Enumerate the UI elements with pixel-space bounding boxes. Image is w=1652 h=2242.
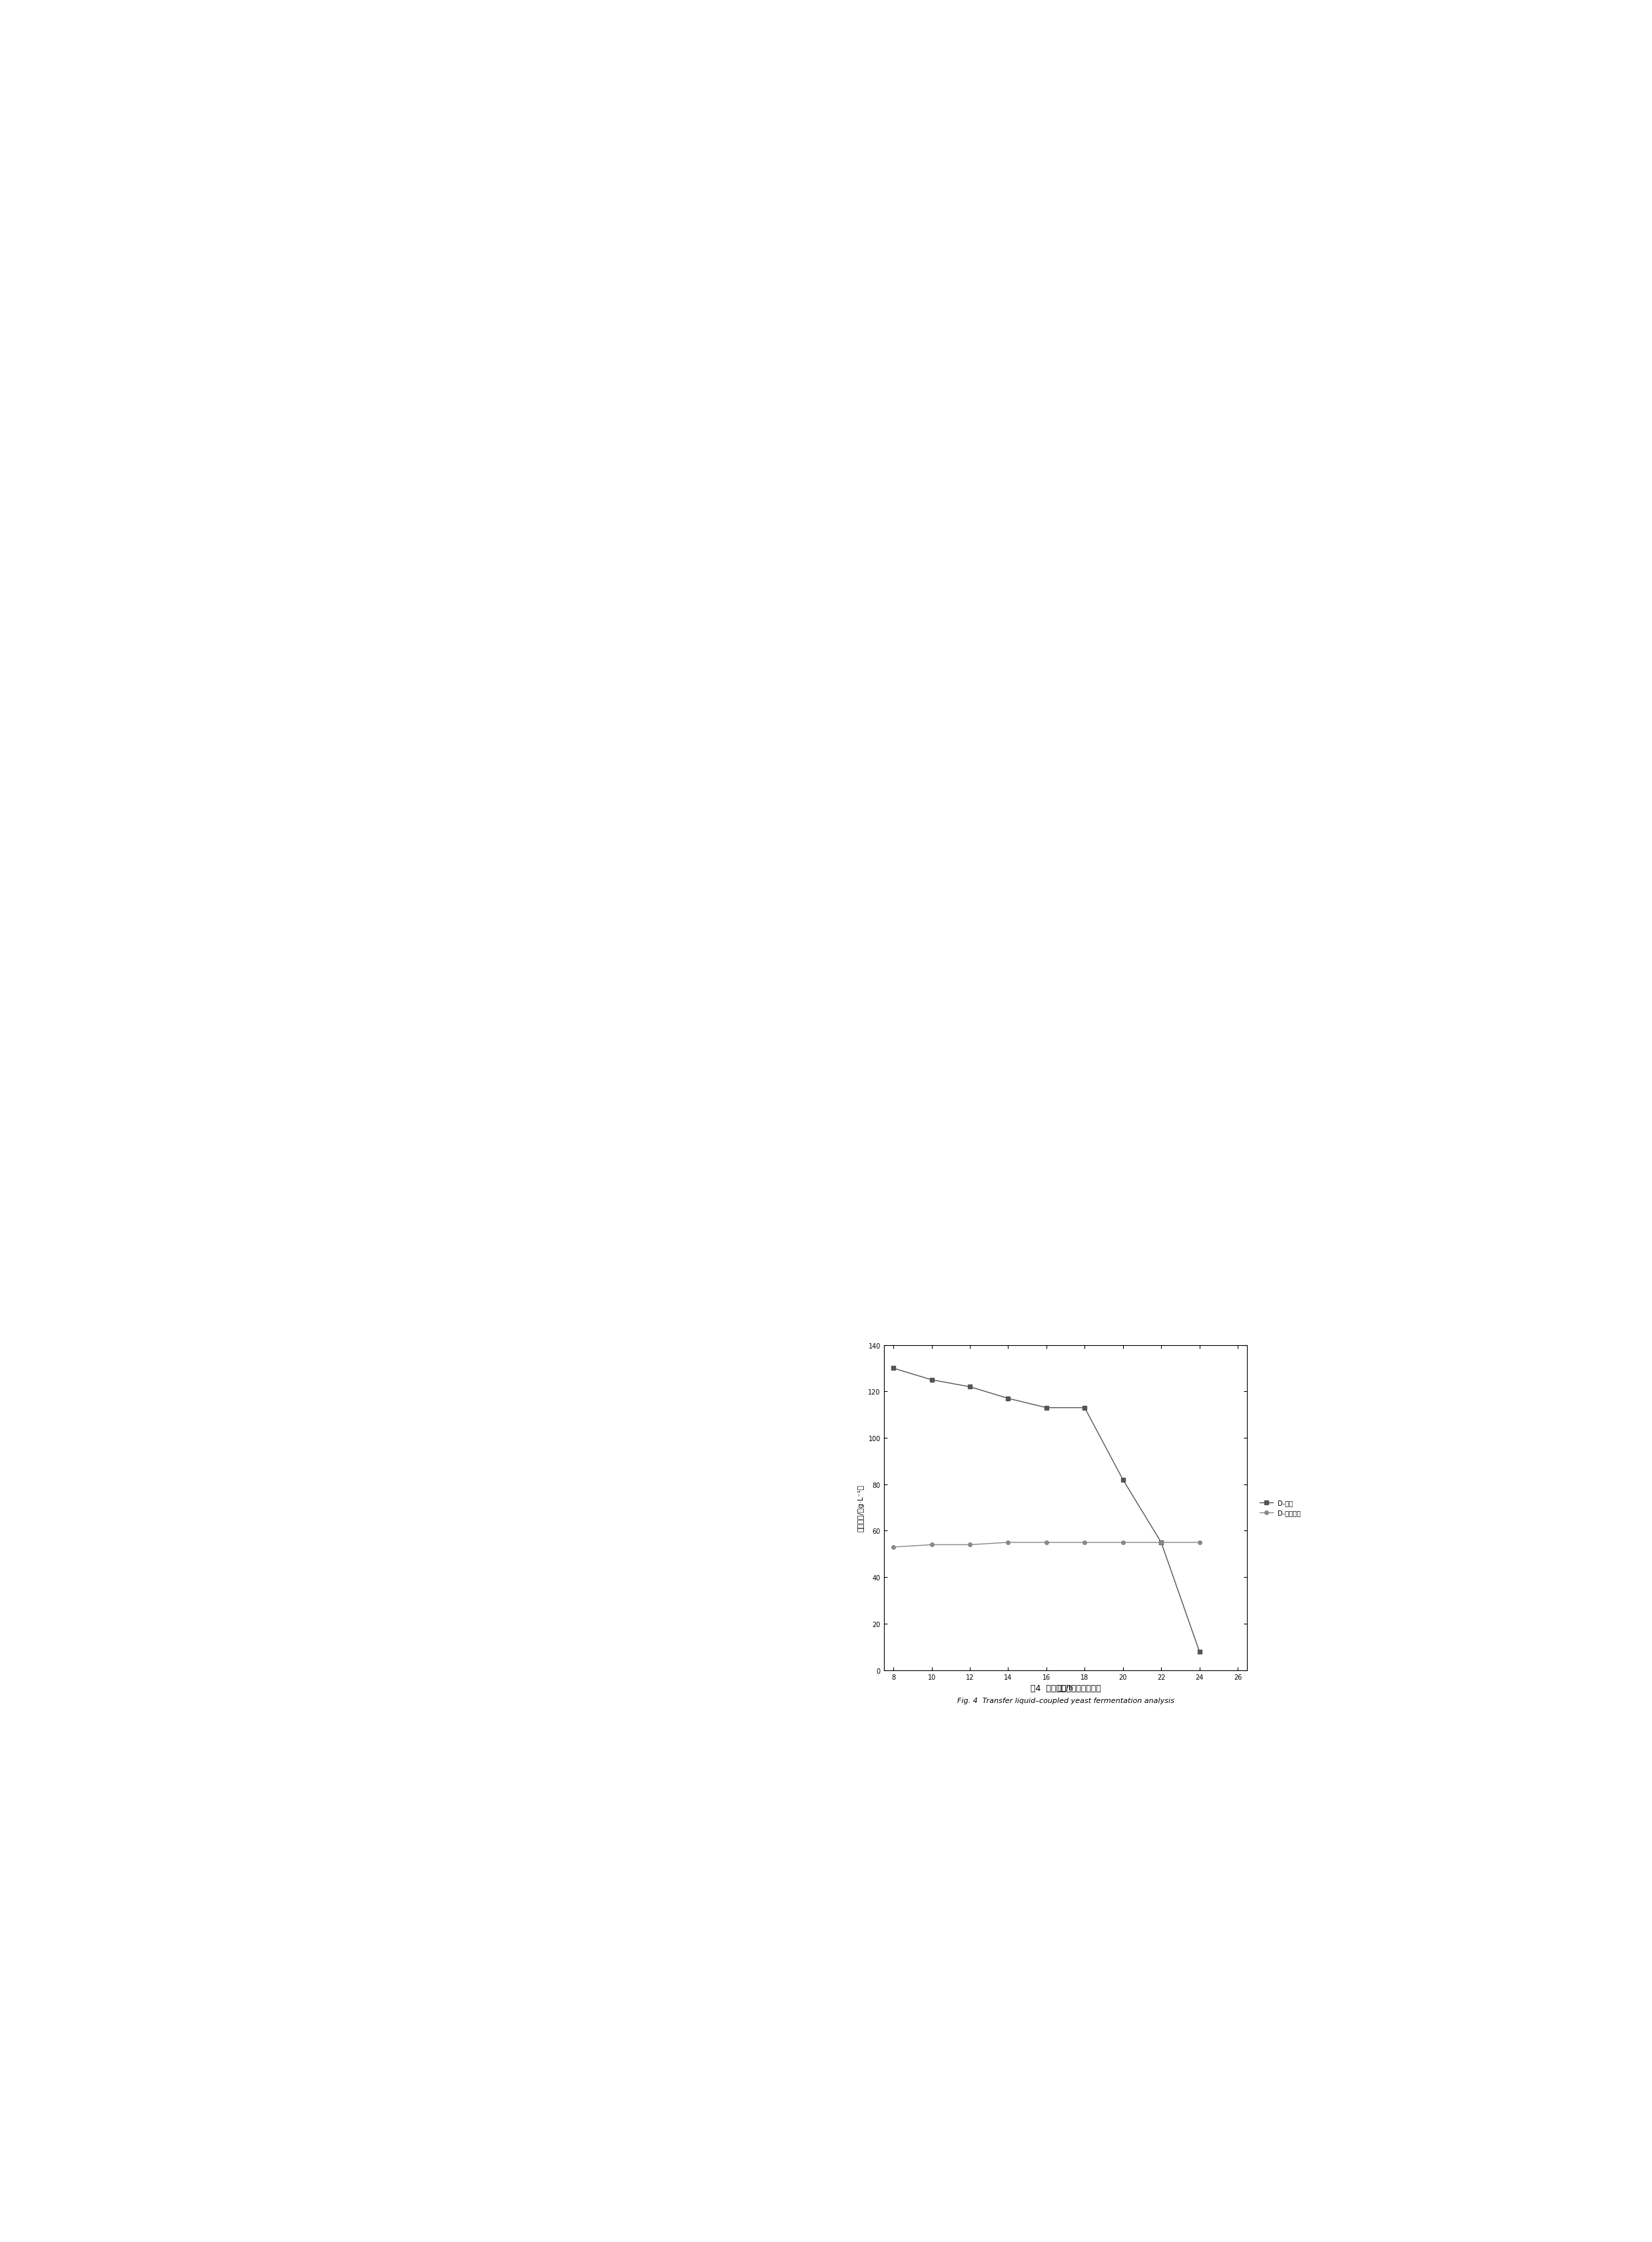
D-果糖 bbox=[960, 1374, 980, 1401]
Text: 图4  转化液偶联酵母发酵分析: 图4 转化液偶联酵母发酵分析 bbox=[1031, 1684, 1100, 1693]
D-阳洛酮糖 bbox=[1189, 1529, 1209, 1556]
D-果糖 bbox=[922, 1368, 942, 1395]
Text: Fig. 4  Transfer liquid–coupled yeast fermentation analysis: Fig. 4 Transfer liquid–coupled yeast fer… bbox=[957, 1697, 1175, 1704]
D-阳洛酮糖 bbox=[884, 1534, 904, 1560]
Legend: D-果糖, D-阳洛酮糖: D-果糖, D-阳洛酮糖 bbox=[1257, 1498, 1303, 1518]
D-果糖 bbox=[1075, 1395, 1095, 1421]
X-axis label: 时间/h: 时间/h bbox=[1057, 1684, 1074, 1690]
D-果糖 bbox=[1113, 1466, 1133, 1493]
D-果糖 bbox=[1036, 1395, 1056, 1421]
D-阳洛酮糖 bbox=[1036, 1529, 1056, 1556]
D-阳洛酮糖 bbox=[1151, 1529, 1171, 1556]
D-果糖 bbox=[1189, 1639, 1209, 1666]
D-阳洛酮糖 bbox=[1113, 1529, 1133, 1556]
D-阳洛酮糖 bbox=[960, 1531, 980, 1558]
D-果糖 bbox=[1151, 1529, 1171, 1556]
D-阳洛酮糖 bbox=[998, 1529, 1018, 1556]
Y-axis label: 质量浓度/（g·L⁻¹）: 质量浓度/（g·L⁻¹） bbox=[857, 1484, 864, 1531]
D-果糖 bbox=[998, 1386, 1018, 1412]
Line: D-阳洛酮糖: D-阳洛酮糖 bbox=[892, 1540, 1201, 1549]
D-阳洛酮糖 bbox=[922, 1531, 942, 1558]
D-果糖 bbox=[884, 1354, 904, 1381]
D-阳洛酮糖 bbox=[1075, 1529, 1095, 1556]
Line: D-果糖: D-果糖 bbox=[892, 1368, 1201, 1655]
